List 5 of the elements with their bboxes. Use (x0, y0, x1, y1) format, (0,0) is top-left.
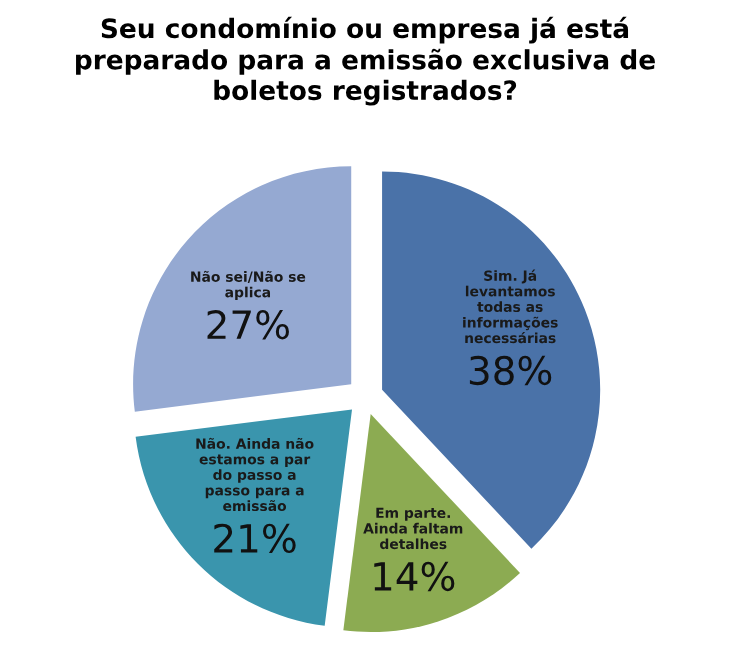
data-label: 38% (469, 355, 552, 386)
data-label: 27% (207, 309, 289, 340)
data-label: 14% (374, 561, 455, 592)
data-label: 21% (214, 523, 296, 554)
chart-title: Seu condomínio ou empresa já está preparado para a emissão exclusiva de boletos registrados? (76, 16, 655, 106)
